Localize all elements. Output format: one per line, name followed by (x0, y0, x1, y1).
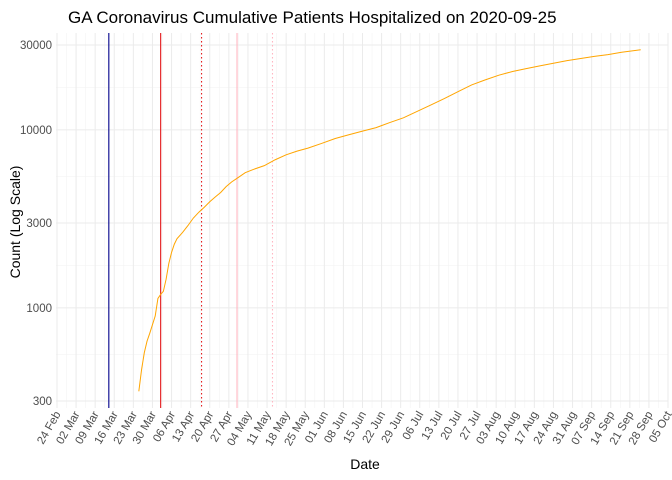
y-tick-label: 30000 (20, 40, 52, 52)
chart-title: GA Coronavirus Cumulative Patients Hospi… (68, 8, 557, 27)
y-tick-label: 1000 (26, 303, 52, 315)
y-axis-title: Count (Log Scale) (7, 166, 23, 279)
y-tick-label: 300 (33, 396, 52, 408)
grid (56, 33, 669, 408)
x-axis-title: Date (350, 456, 380, 472)
y-tick-label: 3000 (26, 218, 52, 230)
series-layer (138, 49, 641, 392)
y-axis-ticks: 300 1000 3000 10000 30000 (20, 40, 52, 408)
series-line-1 (138, 49, 641, 392)
y-tick-label: 10000 (20, 125, 52, 137)
reference-lines (108, 33, 274, 408)
